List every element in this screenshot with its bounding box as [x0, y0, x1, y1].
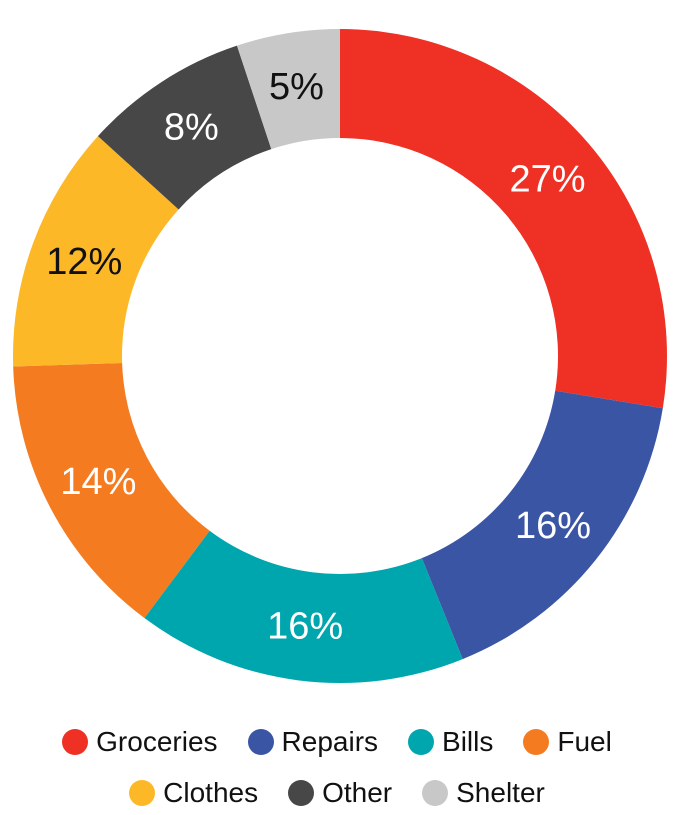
- legend-swatch-clothes: [129, 780, 156, 806]
- legend-label-fuel: Fuel: [557, 726, 612, 757]
- legend-label-bills: Bills: [442, 726, 494, 757]
- legend-item-repairs: Repairs: [247, 726, 379, 758]
- slice-label-other: 8%: [164, 107, 219, 149]
- legend-swatch-other: [288, 780, 315, 806]
- legend-row-1: Groceries Repairs Bills Fuel: [0, 726, 674, 758]
- legend-swatch-bills: [408, 729, 435, 755]
- legend-label-shelter: Shelter: [456, 777, 545, 808]
- legend-item-fuel: Fuel: [523, 726, 612, 758]
- slice-fuel: [13, 362, 210, 619]
- slice-label-shelter: 5%: [269, 66, 324, 108]
- legend-item-clothes: Clothes: [129, 777, 258, 809]
- slice-groceries: [340, 29, 668, 409]
- slice-shelter: [236, 29, 340, 150]
- slice-label-clothes: 12%: [46, 241, 122, 283]
- legend-swatch-groceries: [62, 729, 89, 755]
- legend-item-other: Other: [288, 777, 392, 809]
- legend-label-groceries: Groceries: [96, 726, 218, 757]
- slice-repairs: [421, 390, 663, 660]
- slice-bills: [144, 530, 463, 684]
- legend-swatch-fuel: [523, 729, 550, 755]
- legend-item-groceries: Groceries: [62, 726, 218, 758]
- slice-label-groceries: 27%: [509, 158, 585, 200]
- slice-other: [97, 45, 272, 210]
- slice-clothes: [13, 136, 179, 367]
- legend-swatch-shelter: [422, 780, 449, 806]
- legend-item-shelter: Shelter: [422, 777, 545, 809]
- legend-swatch-repairs: [247, 729, 274, 755]
- legend-label-other: Other: [322, 777, 393, 808]
- legend-row-2: Clothes Other Shelter: [0, 777, 674, 809]
- slice-label-repairs: 16%: [515, 505, 591, 547]
- slice-label-bills: 16%: [267, 605, 343, 647]
- legend-item-bills: Bills: [408, 726, 493, 758]
- legend-label-clothes: Clothes: [163, 777, 259, 808]
- donut-svg: 27% 16% 16% 14% 12% 8% 5%: [13, 29, 668, 684]
- slice-label-fuel: 14%: [60, 461, 136, 503]
- legend-label-repairs: Repairs: [281, 726, 379, 757]
